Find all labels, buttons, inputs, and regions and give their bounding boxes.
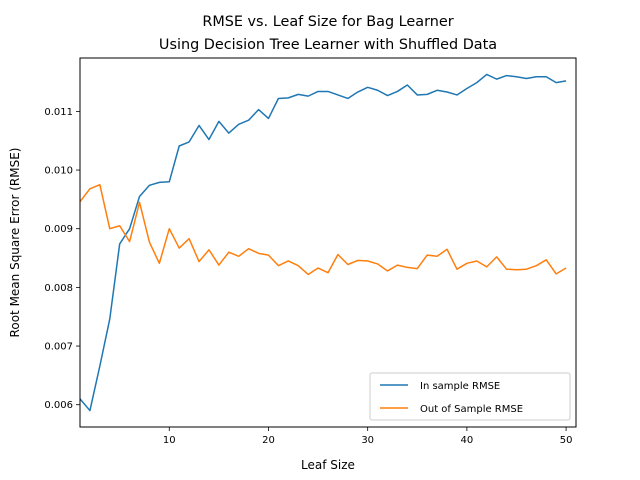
x-tick-label: 20	[262, 435, 275, 446]
x-tick-label: 50	[560, 435, 573, 446]
legend-box	[369, 372, 571, 421]
y-tick-label: 0.007	[44, 342, 73, 353]
legend-label-out-of-sample: Out of Sample RMSE	[420, 404, 523, 415]
series-layer	[79, 73, 567, 412]
x-tick-label: 10	[163, 435, 176, 446]
legend-label-in-sample: In sample RMSE	[420, 381, 500, 392]
series-line-out-of-sample	[79, 183, 567, 276]
series-line-in-sample	[79, 73, 567, 412]
y-tick-label: 0.009	[44, 224, 73, 235]
plot-area	[80, 58, 576, 427]
x-tick-label: 30	[361, 435, 374, 446]
y-tick-label: 0.008	[44, 283, 73, 294]
x-tick-label: 40	[461, 435, 474, 446]
chart-title-line-1: RMSE vs. Leaf Size for Bag Learner	[202, 14, 453, 30]
chart-title-line-2: Using Decision Tree Learner with Shuffle…	[159, 37, 497, 53]
legend: In sample RMSE Out of Sample RMSE	[369, 372, 571, 421]
y-tick-label: 0.011	[44, 107, 73, 118]
y-tick-label: 0.010	[44, 166, 73, 177]
ticks-layer: 10 20 30 40 50 0.006 0.007 0.008 0.009 0.010 0.011	[44, 107, 572, 446]
y-tick-label: 0.006	[44, 400, 73, 411]
axes-frame	[79, 57, 577, 428]
x-axis-title: Leaf Size	[301, 458, 355, 472]
y-axis-title: Root Mean Square Error (RMSE)	[8, 148, 22, 338]
